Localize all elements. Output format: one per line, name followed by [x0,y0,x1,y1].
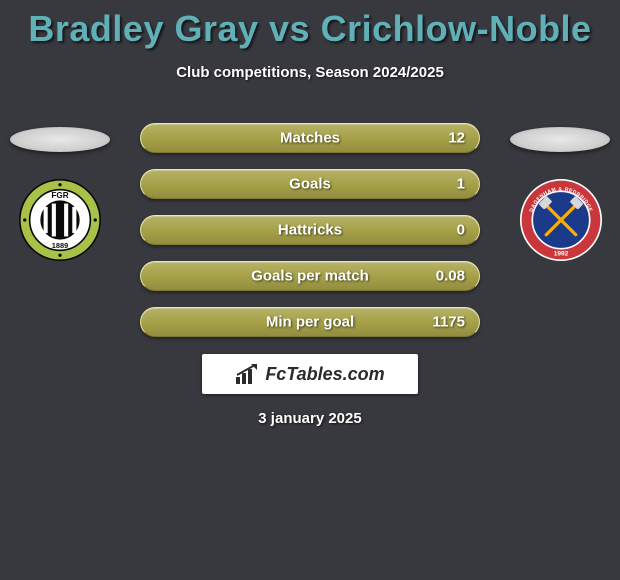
stat-row-goals-per-match: Goals per match 0.08 [140,261,480,291]
page-title: Bradley Gray vs Crichlow-Noble [0,0,620,50]
stat-value: 1175 [432,314,465,331]
right-club-crest: DAGENHAM & REDBRIDGE 1992 [520,179,602,261]
stats-container: Matches 12 Goals 1 Hattricks 0 Goals per… [140,123,480,353]
left-club-crest: FGR 1889 [19,179,101,261]
brand-text: FcTables.com [265,364,384,385]
stat-label: Min per goal [266,314,354,331]
footer-date: 3 january 2025 [0,410,620,427]
stat-row-hattricks: Hattricks 0 [140,215,480,245]
stat-value: 1 [457,176,465,193]
dagenham-redbridge-crest-icon: DAGENHAM & REDBRIDGE 1992 [520,179,602,261]
crest-left-text-bottom: 1889 [52,241,68,250]
page-subtitle: Club competitions, Season 2024/2025 [0,64,620,81]
forest-green-rovers-crest-icon: FGR 1889 [19,179,101,261]
stat-value: 0.08 [436,268,465,285]
stat-value: 12 [448,130,465,147]
stat-label: Goals [289,176,331,193]
stat-value: 0 [457,222,465,239]
left-player-placeholder [10,127,110,152]
bar-chart-arrow-icon [235,363,261,385]
brand-box[interactable]: FcTables.com [202,354,418,394]
stat-row-matches: Matches 12 [140,123,480,153]
stat-row-min-per-goal: Min per goal 1175 [140,307,480,337]
crest-left-text-top: FGR [51,191,68,200]
right-player-placeholder [510,127,610,152]
stat-row-goals: Goals 1 [140,169,480,199]
stat-label: Matches [280,130,340,147]
crest-right-text-bottom: 1992 [554,250,569,257]
stat-label: Goals per match [251,268,369,285]
stat-label: Hattricks [278,222,342,239]
